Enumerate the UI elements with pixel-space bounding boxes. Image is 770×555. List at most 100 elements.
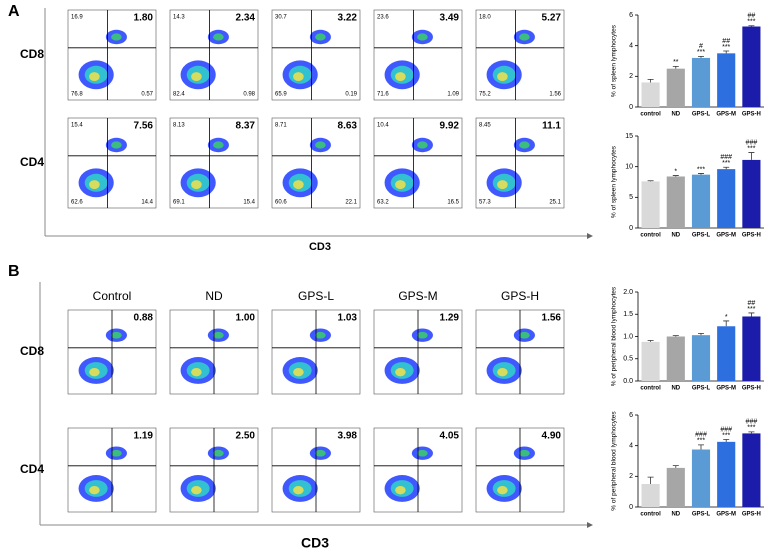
cell-density (417, 33, 428, 41)
cell-density (89, 180, 100, 190)
bar (641, 82, 660, 107)
y-tick-label: 2 (629, 473, 633, 480)
y-tick-label: 0 (629, 225, 633, 232)
error-bar (647, 79, 654, 83)
quadrant-value: 0.57 (141, 92, 153, 98)
y-tick-label: 6 (629, 412, 633, 419)
cell-density (293, 367, 304, 377)
column-title: ND (205, 289, 223, 303)
plot-frame (475, 117, 565, 209)
bar (691, 449, 711, 507)
quadrant-value: 3.98 (338, 431, 358, 442)
quadrant-value: 0.88 (134, 313, 154, 324)
cell-density (395, 180, 406, 190)
bar (742, 433, 761, 507)
quadrant-value: 1.19 (134, 431, 154, 442)
cell-density (395, 485, 406, 495)
cell-density (497, 180, 508, 190)
plot-frame (373, 117, 463, 209)
x-tick-label: GPS-M (716, 512, 736, 518)
quadrant-value: 4.05 (440, 431, 460, 442)
bar (666, 68, 685, 107)
bar (666, 467, 685, 507)
column-title: GPS-H (501, 289, 539, 303)
panel-label: B (8, 263, 20, 280)
cell-density (315, 33, 326, 41)
error-bar (723, 166, 730, 170)
cell-density (519, 331, 530, 339)
quadrant-value: 57.3 (479, 200, 491, 206)
error-bar (748, 431, 755, 434)
cell-density (89, 485, 100, 495)
significance-mark: *** (747, 145, 755, 152)
significance-mark: * (674, 168, 677, 175)
x-tick-label: control (640, 112, 661, 118)
row-label: CD8 (20, 344, 44, 358)
plot-frame (67, 117, 157, 209)
quadrant-value: 71.6 (377, 92, 389, 98)
row-label: CD8 (20, 47, 44, 61)
quadrant-value: 30.7 (275, 15, 287, 21)
quadrant-value: 62.6 (71, 200, 83, 206)
y-tick-label: 0 (629, 104, 633, 111)
significance-mark: *** (697, 438, 705, 445)
bar (717, 441, 736, 507)
quadrant-value: 14.4 (141, 200, 153, 206)
quadrant-value: 65.9 (275, 92, 287, 98)
error-bar (698, 56, 704, 58)
quadrant-value: 10.4 (377, 123, 389, 129)
cell-density (213, 331, 224, 339)
y-tick-label: 0.5 (623, 356, 633, 363)
x-tick-label: GPS-H (742, 233, 761, 239)
quadrant-value: 60.6 (275, 200, 287, 206)
x-tick-label: GPS-H (742, 386, 761, 392)
quadrant-value: 63.2 (377, 200, 389, 206)
x-tick-label: GPS-M (716, 233, 736, 239)
significance-mark: ## (722, 38, 730, 45)
significance-mark: *** (747, 425, 755, 432)
bar (666, 336, 685, 381)
x-tick-label: ND (671, 512, 680, 518)
row-label: CD4 (20, 155, 44, 169)
error-bar (698, 444, 704, 450)
quadrant-value: 3.22 (338, 13, 358, 24)
significance-mark: ## (748, 13, 756, 20)
cell-density (519, 449, 530, 457)
plot-frame (373, 9, 463, 101)
x-tick-label: GPS-H (742, 512, 761, 518)
quadrant-value: 15.4 (243, 200, 255, 206)
significance-mark: ## (748, 300, 756, 307)
quadrant-value: 16.9 (71, 15, 83, 21)
quadrant-value: 75.2 (479, 92, 491, 98)
quadrant-value: 82.4 (173, 92, 185, 98)
error-bar (698, 173, 704, 175)
quadrant-value: 4.90 (542, 431, 562, 442)
bar (742, 316, 761, 381)
plot-frame (271, 9, 361, 101)
bar (641, 181, 660, 228)
error-bar (723, 50, 730, 54)
quadrant-value: 76.8 (71, 92, 83, 98)
cell-density (417, 449, 428, 457)
significance-mark: # (699, 43, 703, 50)
cell-density (293, 180, 304, 190)
quadrant-value: 1.56 (542, 313, 562, 324)
y-tick-label: 5 (629, 194, 633, 201)
y-axis-label: % of spleen lymphocytes (611, 145, 618, 218)
x-tick-label: GPS-L (692, 512, 711, 518)
x-tick-label: GPS-L (692, 112, 711, 118)
quadrant-value: 5.27 (542, 13, 562, 24)
y-tick-label: 2.0 (623, 289, 633, 296)
cell-density (89, 367, 100, 377)
quadrant-value: 2.50 (236, 431, 256, 442)
quadrant-value: 7.56 (134, 121, 154, 132)
error-bar (647, 180, 654, 182)
error-bar (672, 335, 679, 337)
bar (691, 335, 711, 381)
quadrant-value: 8.63 (338, 121, 358, 132)
quadrant-value: 3.49 (440, 13, 460, 24)
quadrant-value: 25.1 (549, 200, 561, 206)
bar (641, 341, 660, 381)
cell-density (293, 72, 304, 82)
quadrant-value: 9.92 (440, 121, 460, 132)
